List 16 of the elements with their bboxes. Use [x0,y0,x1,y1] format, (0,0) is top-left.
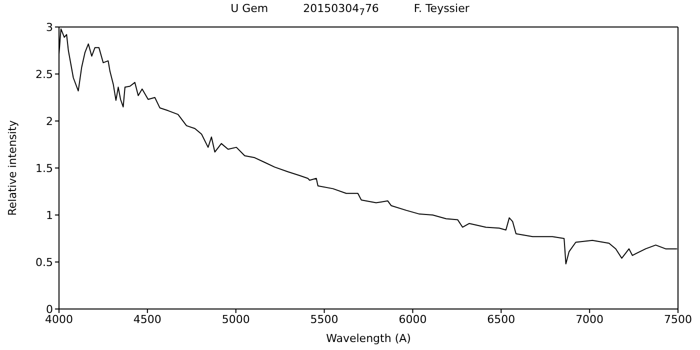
x-tick-label: 6500 [487,312,516,326]
x-tick-label: 7500 [664,312,692,326]
x-tick-label: 5500 [310,312,338,326]
x-tick-label: 6000 [398,312,427,326]
y-tick-label: 0.5 [36,256,53,269]
chart-title: U Gem 20150304$_{7}$76 F. Teyssier [230,2,470,18]
x-tick-label: 7000 [576,312,604,326]
x-axis-title: Wavelength (A) [326,332,411,345]
y-tick-label: 1 [46,208,53,222]
y-tick-label: 1.5 [36,162,53,175]
x-tick-label: 4500 [133,312,162,326]
y-tick-label: 2 [46,114,53,128]
y-tick-label: 3 [46,20,53,34]
y-tick-label: 2.5 [36,68,53,81]
x-tick-label: 5000 [222,312,250,326]
y-axis-title: Relative intensity [6,120,19,216]
